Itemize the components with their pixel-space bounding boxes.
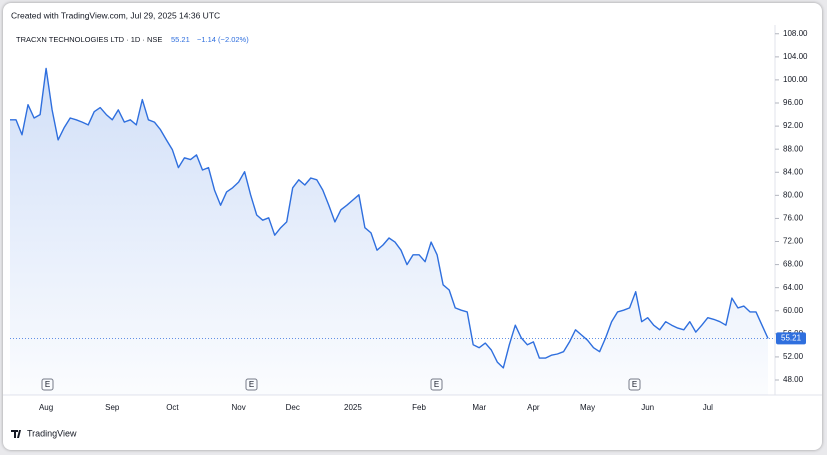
x-tick-label: Aug [39, 403, 53, 412]
y-tick-label: 84.00 [783, 167, 804, 176]
y-tick-label: 72.00 [783, 237, 804, 246]
x-tick-label: Jul [703, 403, 713, 412]
x-tick-label: May [580, 403, 595, 412]
y-tick-label: 96.00 [783, 98, 804, 107]
header: Created with TradingView.com, Jul 29, 20… [11, 10, 220, 20]
screenshot-frame: Created with TradingView.com, Jul 29, 20… [3, 3, 822, 450]
y-tick-label: 100.00 [783, 75, 808, 84]
chart: Created with TradingView.com, Jul 29, 20… [3, 10, 822, 438]
x-tick-label: Oct [166, 403, 179, 412]
branding: TradingView [27, 428, 77, 438]
y-tick-label: 80.00 [783, 190, 804, 199]
y-tick-label: 64.00 [783, 283, 804, 292]
x-tick-label: Sep [105, 403, 120, 412]
x-tick-label: Dec [286, 403, 300, 412]
symbol-title: TRACXN TECHNOLOGIES LTD · 1D · NSE [16, 35, 162, 44]
last-price-box [776, 332, 806, 345]
last-price-label: 55.21 [781, 334, 802, 343]
y-tick-label: 76.00 [783, 214, 804, 223]
y-tick-label: 108.00 [783, 29, 808, 38]
y-tick-label: 48.00 [783, 375, 804, 384]
logo: TradingView [11, 428, 77, 438]
x-tick-label: Mar [472, 403, 486, 412]
price-line [10, 67, 769, 369]
y-tick-label: 52.00 [783, 352, 804, 361]
y-tick-label: 104.00 [783, 52, 808, 61]
last-price: 55.21 [171, 35, 190, 44]
y-tick-label: 92.00 [783, 121, 804, 130]
y-tick-label: 68.00 [783, 260, 804, 269]
y-tick-label: 60.00 [783, 306, 804, 315]
x-tick-label: Apr [527, 403, 540, 412]
x-tick-label: 2025 [344, 403, 362, 412]
x-tick-label: Nov [231, 403, 245, 412]
y-tick-label: 88.00 [783, 144, 804, 153]
area [10, 68, 768, 396]
price-change: −1.14 (−2.02%) [197, 35, 249, 44]
x-tick-label: Jun [641, 403, 654, 412]
x-tick-label: Feb [412, 403, 426, 412]
